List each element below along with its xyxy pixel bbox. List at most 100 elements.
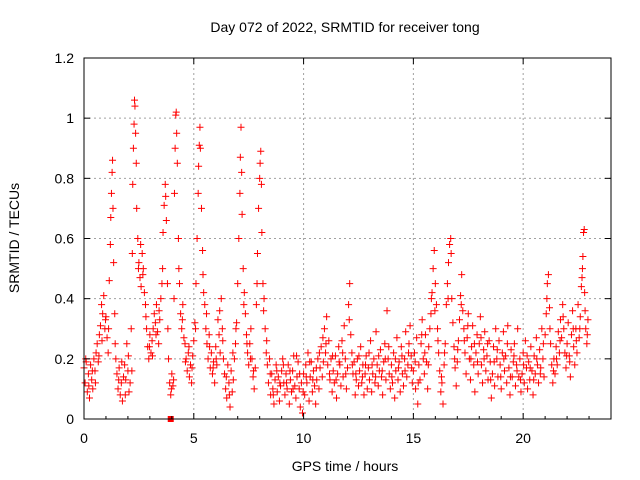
data-point <box>516 355 524 363</box>
data-point <box>543 280 551 288</box>
data-point <box>539 340 547 348</box>
data-point <box>121 391 129 399</box>
data-point <box>204 355 212 363</box>
data-point <box>139 271 147 279</box>
x-tick-label: 20 <box>515 430 531 446</box>
data-point <box>323 313 331 321</box>
data-point <box>434 337 442 345</box>
data-point <box>263 361 271 369</box>
data-point <box>118 358 126 366</box>
data-point <box>236 153 244 161</box>
data-point <box>255 204 263 212</box>
data-point <box>436 367 444 375</box>
data-point <box>470 340 478 348</box>
x-tick-label: 0 <box>80 430 88 446</box>
data-point <box>425 343 433 351</box>
data-point <box>191 319 199 327</box>
data-point <box>538 325 546 333</box>
data-point <box>192 280 200 288</box>
data-point <box>473 358 481 366</box>
data-point <box>212 343 220 351</box>
data-point <box>138 250 146 258</box>
data-point <box>334 370 342 378</box>
data-point <box>372 373 380 381</box>
data-point <box>84 370 92 378</box>
data-point <box>437 373 445 381</box>
data-point <box>88 376 96 384</box>
data-point <box>569 325 577 333</box>
data-point <box>199 271 207 279</box>
data-point <box>174 235 182 242</box>
data-point <box>526 364 534 372</box>
data-point <box>391 355 399 363</box>
data-point <box>419 355 427 363</box>
data-point <box>468 343 476 351</box>
data-point <box>505 364 513 372</box>
data-point <box>266 370 274 378</box>
data-point <box>423 358 431 366</box>
data-point <box>325 370 333 378</box>
data-point <box>253 280 261 288</box>
data-point <box>497 385 505 393</box>
data-point <box>154 328 162 336</box>
data-point <box>495 337 503 345</box>
data-point <box>250 385 258 393</box>
data-point <box>504 322 512 330</box>
data-point <box>299 388 307 396</box>
data-point <box>401 367 409 375</box>
data-point <box>99 310 107 318</box>
data-point <box>315 385 323 393</box>
data-point <box>137 283 145 291</box>
data-point <box>388 373 396 381</box>
data-point <box>524 385 532 393</box>
data-point <box>246 355 254 363</box>
x-axis-ticks: 0 5 10 15 20 <box>80 58 590 446</box>
data-point <box>378 373 386 381</box>
data-point <box>94 358 102 366</box>
data-point <box>229 376 237 384</box>
data-point <box>132 159 140 167</box>
data-point <box>496 361 504 369</box>
data-point <box>358 373 366 381</box>
data-point <box>397 343 405 351</box>
data-point <box>111 340 119 348</box>
data-point <box>293 352 301 360</box>
data-point <box>115 364 123 372</box>
data-point <box>374 382 382 390</box>
data-point <box>239 265 247 273</box>
data-point <box>118 397 126 405</box>
data-point <box>393 334 401 342</box>
data-point <box>567 331 575 339</box>
data-point <box>394 376 402 384</box>
data-point <box>488 370 496 378</box>
data-point <box>127 325 135 333</box>
data-point <box>368 388 376 396</box>
data-point <box>296 403 304 411</box>
data-point <box>107 213 115 221</box>
data-point <box>175 265 183 273</box>
data-point <box>251 364 259 372</box>
data-point <box>473 331 481 339</box>
data-point <box>507 346 515 354</box>
data-point <box>207 349 215 357</box>
data-point <box>184 349 192 357</box>
data-point <box>159 228 167 236</box>
data-point <box>195 141 203 149</box>
data-point <box>566 358 574 366</box>
data-point <box>415 361 423 369</box>
data-point <box>434 325 442 333</box>
data-point <box>81 379 89 387</box>
data-point <box>376 346 384 354</box>
data-point <box>274 373 282 381</box>
data-point <box>454 337 462 345</box>
data-point <box>517 388 525 396</box>
y-tick-label: 0.8 <box>55 170 75 186</box>
data-point <box>517 376 525 384</box>
data-point <box>464 310 472 318</box>
data-point <box>111 310 119 318</box>
data-point <box>161 180 169 188</box>
data-point <box>301 391 309 399</box>
data-point <box>152 301 160 309</box>
data-point <box>476 313 484 321</box>
data-point <box>148 337 156 345</box>
